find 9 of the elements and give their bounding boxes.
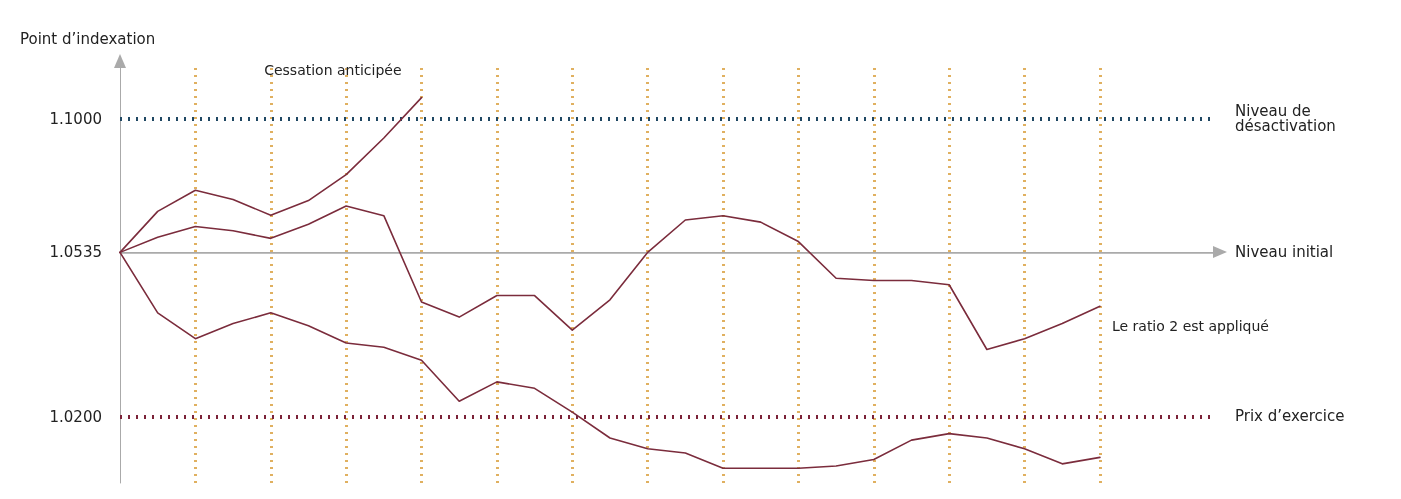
y-axis-title: Point d’indexation	[20, 29, 156, 48]
ref-line-label: Niveau de désactivation	[1235, 102, 1336, 136]
annotation: Le ratio 2 est appliqué	[1111, 318, 1269, 335]
ref-line-label: Prix d’exercice	[1235, 407, 1345, 426]
text: 1.0535	[49, 243, 102, 262]
text: 1.0200	[49, 408, 102, 427]
ref-line-label: Niveau initial	[1235, 243, 1334, 262]
text: Cessation anticipée	[264, 61, 402, 78]
text: 1.1000	[49, 110, 102, 129]
